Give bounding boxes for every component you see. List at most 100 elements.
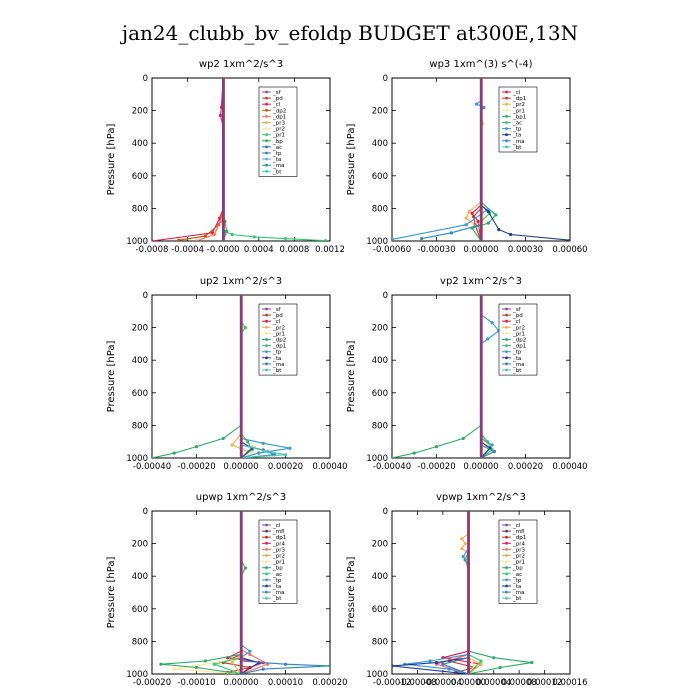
y-axis-label: Pressure [hPa] <box>106 124 117 196</box>
legend-marker <box>265 350 268 354</box>
x-tick-label: -0.00012 <box>373 678 411 688</box>
legend-marker <box>265 338 268 341</box>
legend-marker <box>505 523 508 527</box>
series-point-bp1 <box>494 213 498 217</box>
legend-entry: _tp <box>272 578 282 584</box>
legend-entry: _bt <box>512 596 522 602</box>
legend-marker <box>505 368 508 372</box>
x-tick-label: 0.00060 <box>552 245 587 255</box>
y-tick-label: 200 <box>372 107 388 117</box>
legend-entry: _sf <box>512 307 522 313</box>
legend-marker <box>265 96 268 100</box>
legend-marker <box>265 121 268 124</box>
series-point-dp1 <box>243 326 248 330</box>
series-point-pr1 <box>252 235 256 239</box>
legend-marker <box>265 368 268 372</box>
series-point-pr1 <box>172 667 176 671</box>
legend-entry: _bp <box>512 566 523 572</box>
legend-marker <box>505 548 508 551</box>
legend-marker <box>265 572 268 576</box>
legend-entry: _pr2 <box>272 325 285 331</box>
legend-entry: _ma <box>512 590 524 596</box>
legend-entry: _mfl <box>272 529 285 535</box>
series-point-cl <box>218 113 223 118</box>
series-point-dp2 <box>412 451 416 455</box>
chart-panel-1: wp2 1xm^2/s^3 Pressure [hPa] 0 200 400 600 800… <box>106 59 345 255</box>
legend-entry: _bp1 <box>512 114 526 120</box>
x-tick-label: -0.00020 <box>417 462 455 472</box>
legend-entry: _cl <box>272 319 281 325</box>
legend-marker <box>265 560 268 563</box>
series-point-dp2 <box>172 451 176 455</box>
series-point-bt <box>283 453 288 457</box>
series-point-tp <box>288 446 292 450</box>
series-point-dp2 <box>152 456 154 458</box>
y-tick-label: 400 <box>132 139 148 149</box>
legend-marker <box>505 139 508 143</box>
series-point-tp <box>482 105 486 109</box>
legend-marker <box>265 163 268 167</box>
x-tick-label: -0.00020 <box>177 462 215 472</box>
y-tick-label: 600 <box>132 389 148 399</box>
y-tick-label: 600 <box>372 172 388 182</box>
legend-entry: _pr3 <box>272 121 286 127</box>
legend-marker <box>505 584 508 588</box>
x-tick-label: 0.00004 <box>476 678 511 688</box>
legend-entry: _cl <box>512 319 521 325</box>
legend-marker <box>505 96 508 100</box>
series-point-bp <box>159 662 163 666</box>
series-group <box>152 295 292 458</box>
y-tick-label: 600 <box>132 605 148 615</box>
legend-marker <box>505 529 508 533</box>
legend-marker <box>505 121 508 124</box>
legend-entry: _ac <box>272 572 282 578</box>
legend-entry: _bt <box>512 145 522 151</box>
legend-marker <box>265 584 268 588</box>
legend-marker <box>265 108 268 112</box>
series-point-ma <box>441 662 445 666</box>
legend-entry: _dp1 <box>512 535 526 541</box>
series-point-ac <box>479 659 483 663</box>
y-tick-label: 1000 <box>366 454 388 464</box>
legend-marker <box>505 541 508 545</box>
legend-marker <box>505 313 508 317</box>
plot-frame <box>391 510 571 675</box>
legend-entry: _bp <box>272 566 283 572</box>
legend-entry: _pr1 <box>272 560 285 566</box>
legend-entry: _ac <box>512 572 522 578</box>
legend-marker <box>265 115 268 118</box>
legend-entry: _pr1 <box>512 108 525 114</box>
legend-marker <box>265 554 268 557</box>
y-tick-label: 0 <box>143 74 148 84</box>
legend-entry: _pr2 <box>272 127 285 133</box>
legend-marker <box>505 319 508 323</box>
legend-marker <box>265 325 268 329</box>
series-point-ma <box>283 662 288 666</box>
y-tick-label: 400 <box>132 572 148 582</box>
y-tick-label: 0 <box>383 507 388 517</box>
legend-marker <box>265 307 268 311</box>
series-point-ta <box>509 232 513 237</box>
legend-entry: _pd <box>272 96 283 102</box>
x-tick-label: -0.0000 <box>207 245 240 255</box>
x-tick-label: -0.00040 <box>373 462 411 472</box>
legend-marker <box>265 332 268 335</box>
legend-entry: _ac <box>272 145 282 151</box>
series-point-pr2 <box>230 443 234 447</box>
legend-marker <box>265 535 268 539</box>
legend-marker <box>265 590 268 594</box>
x-tick-label: 0.00016 <box>552 678 587 688</box>
series-point-pr2 <box>467 210 471 214</box>
figure-title: jan24_clubb_bv_efoldp BUDGET at300E,13N <box>120 21 578 45</box>
series-point-pr2 <box>460 537 464 541</box>
series-point-dp1 <box>212 232 216 237</box>
chart-panel-2: wp3 1xm^(3) s^(-4) Pressure [hPa] 0 200 400 6… <box>346 59 588 255</box>
legend-marker <box>265 523 268 527</box>
series-point-dp1 <box>471 214 476 219</box>
y-tick-label: 200 <box>372 324 388 334</box>
x-tick-label: 0.0012 <box>315 245 345 255</box>
legend-entry: _pr3 <box>272 547 286 553</box>
legend-entry: _pd <box>272 313 283 319</box>
x-tick-label: 0.00020 <box>508 462 543 472</box>
